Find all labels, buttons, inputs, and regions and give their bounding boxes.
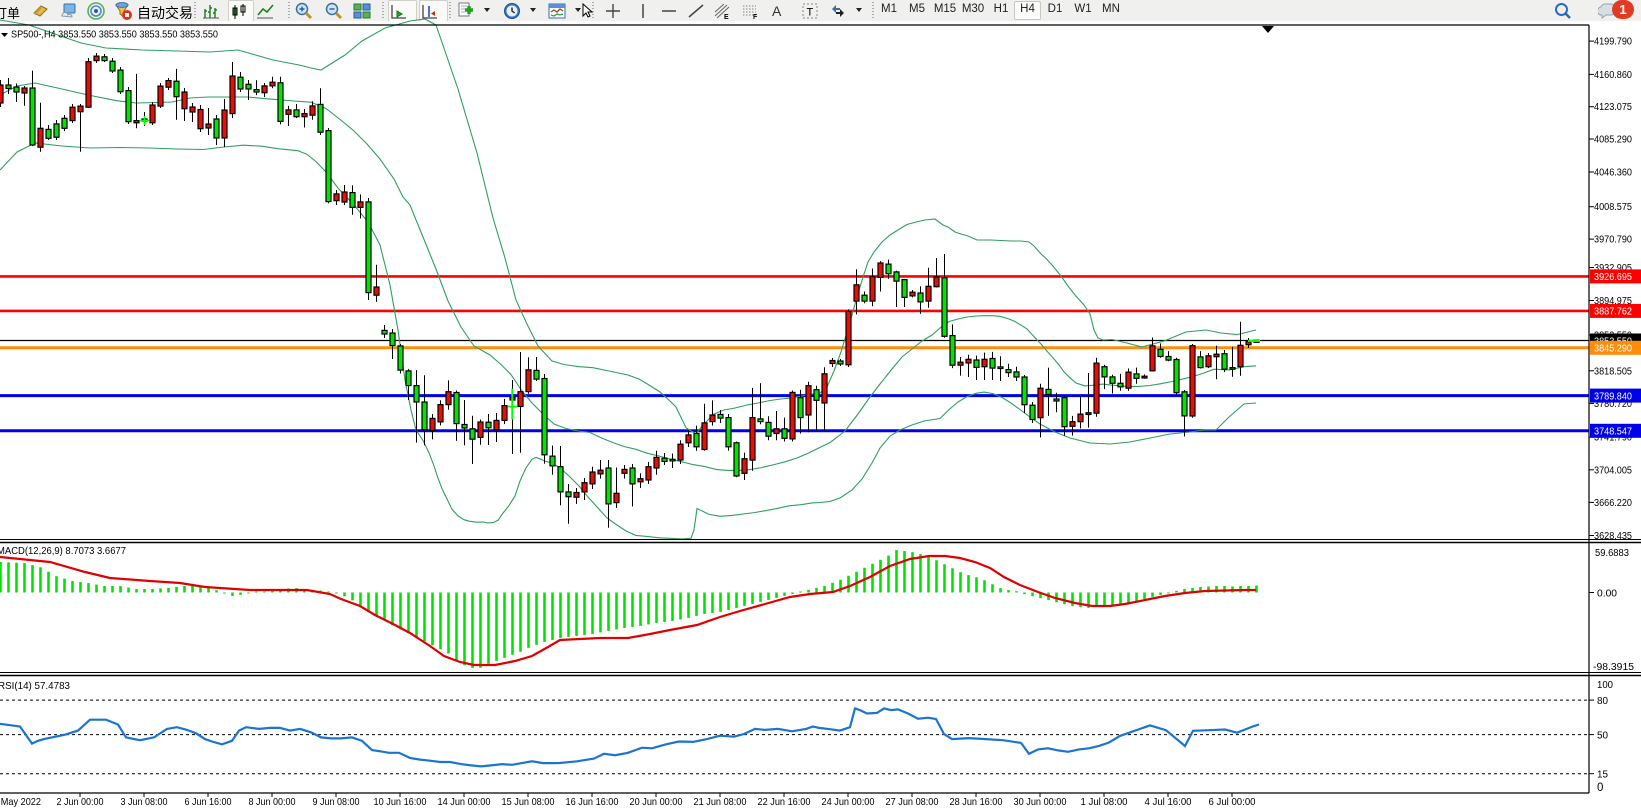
svg-text:3748.547: 3748.547 xyxy=(1594,427,1632,438)
svg-text:3666.220: 3666.220 xyxy=(1594,498,1632,509)
svg-text:3970.790: 3970.790 xyxy=(1594,235,1632,246)
svg-text:15 Jun 08:00: 15 Jun 08:00 xyxy=(502,796,555,808)
svg-text:0.00: 0.00 xyxy=(1597,589,1617,600)
svg-text:T: T xyxy=(807,7,814,19)
svg-text:6 Jun 16:00: 6 Jun 16:00 xyxy=(185,796,232,808)
svg-text:3780.720: 3780.720 xyxy=(1594,399,1632,410)
svg-text:MACD(12,26,9) 8.7073 3.6677: MACD(12,26,9) 8.7073 3.6677 xyxy=(0,545,126,557)
svg-text:22 Jun 16:00: 22 Jun 16:00 xyxy=(758,796,811,808)
svg-text:3926.695: 3926.695 xyxy=(1594,272,1632,283)
svg-text:16 Jun 16:00: 16 Jun 16:00 xyxy=(566,796,619,808)
svg-text:80: 80 xyxy=(1597,696,1608,707)
svg-text:4008.575: 4008.575 xyxy=(1594,202,1632,213)
svg-text:6 Jul 00:00: 6 Jul 00:00 xyxy=(1209,796,1256,808)
svg-text:3894.975: 3894.975 xyxy=(1594,296,1632,307)
svg-text:3789.840: 3789.840 xyxy=(1594,391,1632,402)
svg-text:15: 15 xyxy=(1597,770,1608,781)
svg-text:10 Jun 16:00: 10 Jun 16:00 xyxy=(374,796,427,808)
svg-text:3887.762: 3887.762 xyxy=(1594,307,1632,318)
svg-text:F: F xyxy=(753,14,758,21)
svg-text:3845.290: 3845.290 xyxy=(1594,344,1632,355)
svg-text:SP500-,H4 3853.550 3853.550 3: SP500-,H4 3853.550 3853.550 3853.550 385… xyxy=(11,29,218,41)
svg-text:3932.905: 3932.905 xyxy=(1594,263,1632,274)
svg-text:4085.290: 4085.290 xyxy=(1594,135,1632,146)
svg-text:3628.435: 3628.435 xyxy=(1594,531,1632,542)
svg-text:3818.505: 3818.505 xyxy=(1594,366,1632,377)
svg-text:8 Jun 00:00: 8 Jun 00:00 xyxy=(249,796,296,808)
svg-text:E: E xyxy=(724,14,729,21)
svg-text:2 Jun 00:00: 2 Jun 00:00 xyxy=(57,796,104,808)
svg-text:27 Jun 08:00: 27 Jun 08:00 xyxy=(886,796,939,808)
svg-text:3 Jun 08:00: 3 Jun 08:00 xyxy=(121,796,168,808)
svg-text:3704.005: 3704.005 xyxy=(1594,465,1632,476)
svg-text:30 Jun 00:00: 30 Jun 00:00 xyxy=(1014,796,1067,808)
svg-text:14 Jun 00:00: 14 Jun 00:00 xyxy=(438,796,491,808)
svg-text:31 May 2022: 31 May 2022 xyxy=(0,796,41,808)
svg-text:0: 0 xyxy=(1597,782,1603,794)
svg-text:59.6883: 59.6883 xyxy=(1595,548,1629,559)
svg-text:20 Jun 00:00: 20 Jun 00:00 xyxy=(630,796,683,808)
svg-text:9 Jun 08:00: 9 Jun 08:00 xyxy=(313,796,360,808)
svg-text:4046.360: 4046.360 xyxy=(1594,168,1632,179)
svg-text:4160.860: 4160.860 xyxy=(1594,70,1632,81)
svg-text:21 Jun 08:00: 21 Jun 08:00 xyxy=(694,796,747,808)
svg-text:50: 50 xyxy=(1597,731,1608,742)
svg-text:4199.790: 4199.790 xyxy=(1594,37,1632,48)
svg-text:RSI(14) 57.4783: RSI(14) 57.4783 xyxy=(0,680,70,692)
svg-text:4 Jul 16:00: 4 Jul 16:00 xyxy=(1145,796,1192,808)
svg-text:3741.790: 3741.790 xyxy=(1594,433,1632,444)
svg-text:100: 100 xyxy=(1597,680,1613,691)
svg-text:4123.075: 4123.075 xyxy=(1594,102,1632,113)
svg-text:28 Jun 16:00: 28 Jun 16:00 xyxy=(950,796,1003,808)
svg-text:-98.3915: -98.3915 xyxy=(1593,662,1634,673)
svg-text:24 Jun 00:00: 24 Jun 00:00 xyxy=(822,796,875,808)
svg-text:1 Jul 08:00: 1 Jul 08:00 xyxy=(1081,796,1128,808)
